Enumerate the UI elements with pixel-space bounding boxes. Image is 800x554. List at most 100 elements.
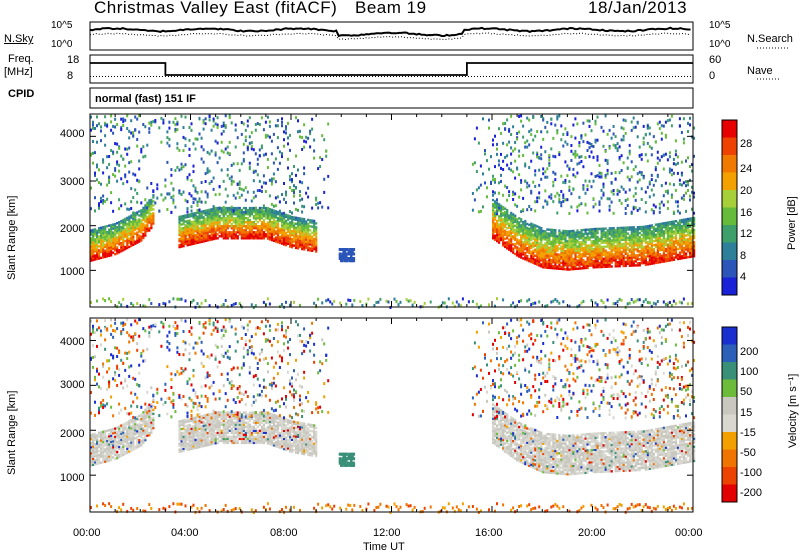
- power-cell: [208, 118, 211, 122]
- power-cell: [256, 225, 259, 228]
- power-cell: [301, 247, 304, 251]
- power-cell: [248, 165, 251, 169]
- velocity-cell: [108, 441, 111, 444]
- power-cell: [218, 225, 221, 228]
- power-cell: [94, 209, 96, 213]
- power-cell: [276, 220, 280, 224]
- power-cell: [691, 241, 694, 244]
- power-cell: [186, 219, 189, 223]
- power-cell: [283, 239, 286, 242]
- power-cell: [578, 231, 581, 234]
- power-cell: [283, 182, 285, 185]
- power-cell: [90, 207, 92, 211]
- power-cell: [106, 166, 109, 170]
- power-cell: [518, 217, 521, 220]
- power-cell: [184, 216, 187, 219]
- power-cell: [475, 170, 478, 173]
- power-cell: [516, 250, 519, 253]
- power-cell: [144, 198, 147, 202]
- power-cell: [678, 231, 682, 234]
- power-cell: [560, 231, 563, 234]
- power-cell: [500, 220, 503, 224]
- power-cell: [558, 243, 561, 246]
- power-cell: [106, 253, 109, 256]
- power-cell: [230, 235, 233, 238]
- power-cell: [204, 221, 207, 224]
- power-cell: [554, 178, 557, 182]
- power-cell: [287, 121, 289, 125]
- power-cell: [498, 203, 501, 206]
- power-cell: [666, 237, 670, 240]
- power-cell: [668, 245, 672, 248]
- power-cell: [196, 239, 199, 242]
- power-cell: [566, 133, 569, 136]
- power-cell: [626, 302, 629, 306]
- power-cell: [92, 126, 94, 130]
- power-cell: [258, 210, 261, 214]
- power-cell: [100, 248, 103, 252]
- power-cell: [689, 223, 692, 226]
- power-cell: [352, 252, 356, 256]
- power-cell: [202, 121, 205, 125]
- power-cell: [208, 234, 211, 238]
- power-cell: [194, 222, 197, 225]
- power-cell: [287, 234, 290, 237]
- power-cell: [646, 235, 649, 238]
- power-cell: [202, 148, 205, 152]
- power-cell: [459, 304, 462, 308]
- power-cell: [638, 225, 641, 229]
- power-cell: [678, 233, 682, 236]
- power-cell: [622, 248, 625, 252]
- power-cell: [242, 157, 245, 161]
- power-cell: [670, 242, 674, 246]
- power-cell: [672, 250, 676, 253]
- power-cell: [524, 164, 527, 168]
- power-cell: [638, 262, 641, 265]
- power-cell: [144, 210, 147, 213]
- power-cell: [652, 234, 655, 237]
- power-cell: [550, 196, 553, 200]
- power-cell: [510, 223, 513, 227]
- power-cell: [126, 232, 129, 236]
- power-cell: [610, 259, 613, 262]
- power-cell: [691, 219, 694, 222]
- power-cell: [687, 250, 690, 253]
- power-cell: [616, 253, 619, 256]
- power-cell: [512, 247, 515, 250]
- power-cell: [558, 257, 561, 260]
- power-cell: [550, 244, 553, 248]
- power-cell: [260, 227, 264, 230]
- power-cell: [496, 231, 499, 235]
- power-cell: [226, 173, 229, 177]
- power-cell: [596, 255, 599, 259]
- power-cell: [534, 234, 537, 237]
- power-cell: [582, 236, 585, 240]
- power-cell: [258, 229, 261, 232]
- power-cell: [299, 229, 302, 232]
- power-cell: [342, 250, 345, 254]
- power-cell: [504, 225, 507, 228]
- power-cell: [244, 233, 247, 236]
- power-cell: [194, 216, 197, 219]
- power-cell: [190, 227, 193, 230]
- power-cell: [272, 211, 276, 214]
- power-cell: [654, 261, 657, 265]
- power-cell: [281, 216, 284, 219]
- power-cell: [542, 248, 545, 251]
- power-cell: [136, 227, 139, 230]
- power-cell: [614, 146, 617, 150]
- power-cell: [154, 119, 157, 122]
- power-cell: [514, 252, 517, 256]
- power-cell: [262, 181, 265, 185]
- power-cell: [556, 267, 559, 270]
- power-cell: [600, 261, 603, 265]
- velocity-cell: [106, 455, 109, 459]
- power-cell: [305, 234, 308, 237]
- power-cell: [514, 176, 517, 180]
- power-cell: [660, 155, 663, 159]
- power-cell: [250, 144, 253, 148]
- power-cell: [244, 213, 247, 216]
- power-cell: [570, 235, 573, 239]
- power-cell: [180, 237, 183, 240]
- power-cell: [230, 215, 233, 218]
